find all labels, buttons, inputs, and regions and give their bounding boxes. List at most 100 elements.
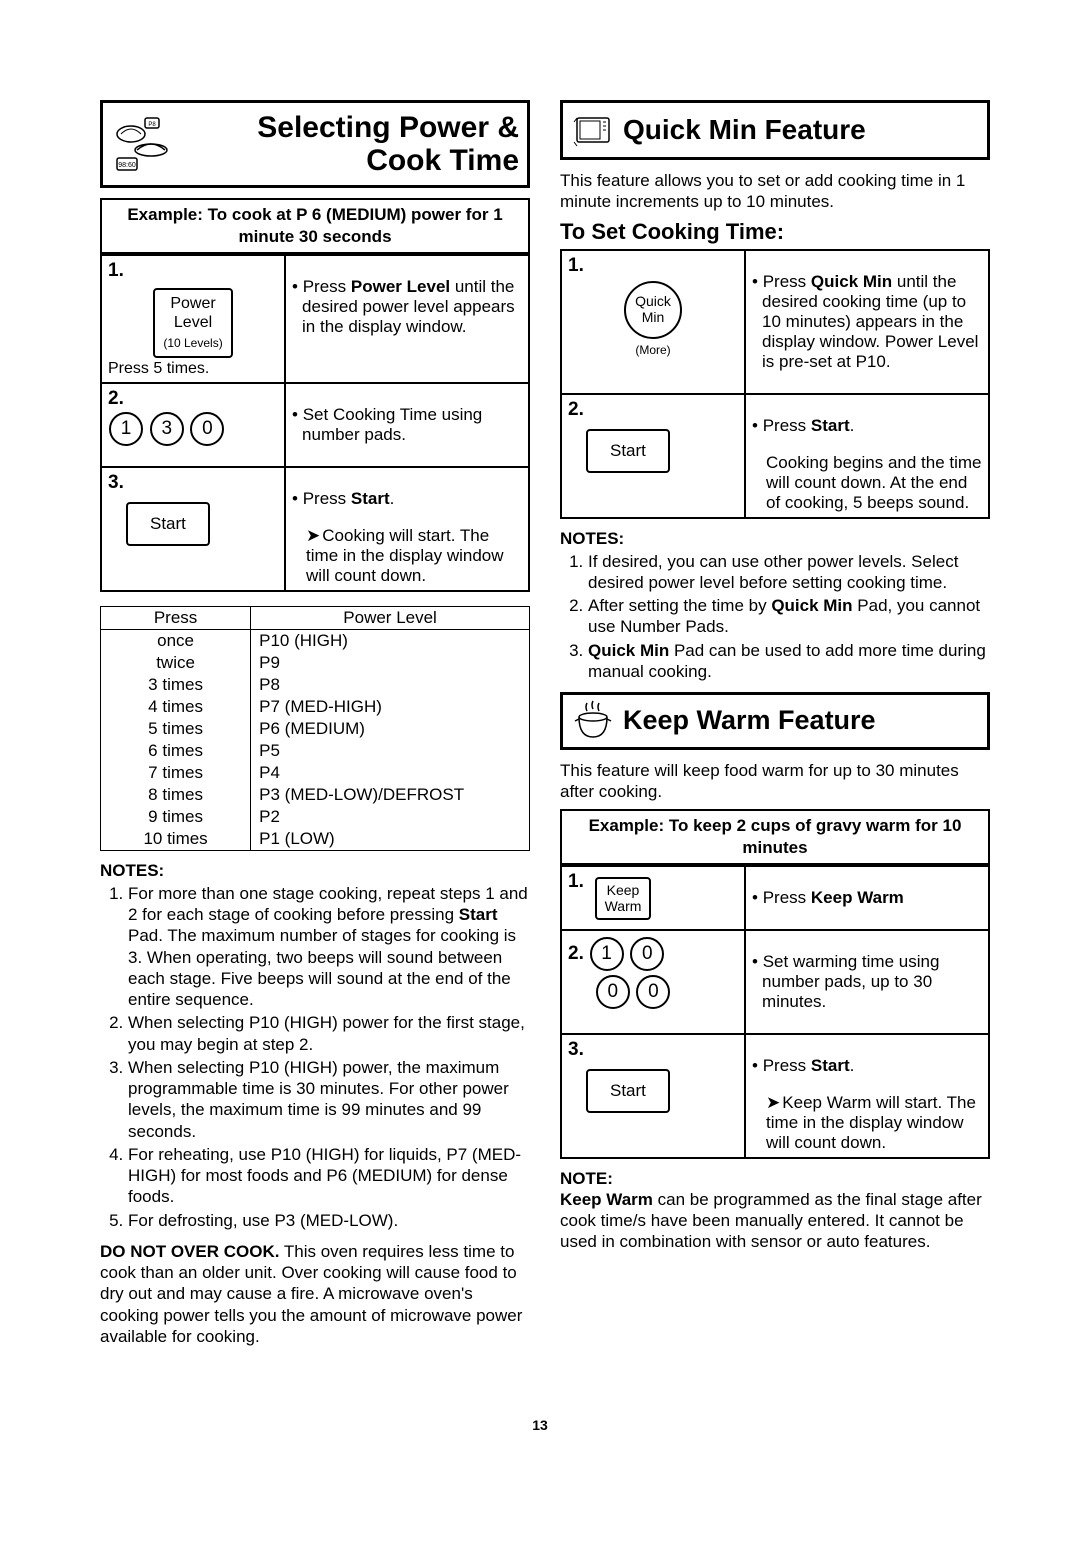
btn-line: (10 Levels) [163, 336, 222, 350]
start-button: Start [126, 502, 210, 546]
table-cell: 10 times [101, 828, 251, 851]
svg-text:98:60: 98:60 [118, 162, 136, 169]
note-heading: NOTE: [560, 1169, 990, 1189]
instr-text: Press [303, 489, 351, 508]
instr-text: Press [763, 888, 811, 907]
notes-heading: NOTES: [100, 861, 530, 881]
btn-line: Min [642, 310, 665, 325]
list-item: After setting the time by Quick Min Pad,… [588, 595, 990, 638]
instr-text: Press [303, 277, 351, 296]
table-cell: P2 [251, 806, 530, 828]
btn-line: Warm [605, 898, 642, 914]
table-header: Press [101, 606, 251, 629]
list-item: If desired, you can use other power leve… [588, 551, 990, 594]
table-cell: P9 [251, 652, 530, 674]
table-cell: 7 times [101, 762, 251, 784]
table-header: Power Level [251, 606, 530, 629]
warm-intro: This feature will keep food warm for up … [560, 760, 990, 803]
quick-intro: This feature allows you to set or add co… [560, 170, 990, 213]
note-bold: Keep Warm [560, 1190, 653, 1209]
btn-line: Keep [607, 882, 640, 898]
btn-line: Level [174, 314, 212, 331]
step-number: 2. [568, 399, 584, 420]
table-cell: 6 times [101, 740, 251, 762]
step-number: 1. [568, 871, 584, 892]
right-column: Quick Min Feature This feature allows yo… [560, 100, 990, 1347]
list-item: When selecting P10 (HIGH) power, the max… [128, 1057, 530, 1142]
warning-bold: DO NOT OVER COOK. [100, 1242, 279, 1261]
page-number: 13 [0, 1417, 1080, 1433]
number-pad: 0 [636, 975, 670, 1009]
quick-min-button: Quick Min [624, 281, 682, 339]
notes-list: For more than one stage cooking, repeat … [100, 883, 530, 1231]
instr-bold: Power Level [351, 277, 450, 296]
list-item: For more than one stage cooking, repeat … [128, 883, 530, 1011]
power-level-table: Press Power Level onceP10 (HIGH) twiceP9… [100, 606, 530, 851]
table-cell: twice [101, 652, 251, 674]
start-button: Start [586, 429, 670, 473]
left-column: P8 98:60 Selecting Power & Cook Time Exa… [100, 100, 530, 1347]
press-count: Press 5 times. [108, 360, 278, 378]
notes-heading: NOTES: [560, 529, 990, 549]
btn-line: Quick [635, 294, 671, 309]
table-cell: P5 [251, 740, 530, 762]
instr-text: . [390, 489, 395, 508]
number-pad: 0 [596, 975, 630, 1009]
example-text: Example: To keep 2 cups of gravy warm fo… [560, 809, 990, 865]
start-button: Start [586, 1069, 670, 1113]
table-cell: once [101, 629, 251, 652]
list-item: For defrosting, use P3 (MED-LOW). [128, 1210, 530, 1231]
quick-min-header: Quick Min Feature [560, 100, 990, 160]
btn-sub: (More) [568, 343, 738, 357]
arrow-text: Keep Warm will start. The time in the di… [766, 1093, 976, 1152]
instr-bold: Start [811, 1056, 850, 1075]
table-cell: 9 times [101, 806, 251, 828]
table-cell: P1 (LOW) [251, 828, 530, 851]
instr-text: Press [763, 1056, 811, 1075]
table-cell: P3 (MED-LOW)/DEFROST [251, 784, 530, 806]
table-cell: P4 [251, 762, 530, 784]
table-cell: 8 times [101, 784, 251, 806]
table-cell: P6 (MEDIUM) [251, 718, 530, 740]
instr-text: Press [763, 272, 811, 291]
section-title: Keep Warm Feature [623, 706, 979, 736]
instr-bold: Start [811, 416, 850, 435]
table-cell: 4 times [101, 696, 251, 718]
table-cell: P7 (MED-HIGH) [251, 696, 530, 718]
instr-text: . [850, 416, 855, 435]
number-pad: 3 [150, 412, 184, 446]
warm-steps-table: 1. Keep Warm Press Keep Warm 2. 1 0 [560, 865, 990, 1159]
instr-bold: Keep Warm [811, 888, 904, 907]
keep-warm-button: Keep Warm [595, 877, 652, 921]
step-number: 2. [108, 388, 124, 409]
step-number: 2. [568, 943, 584, 964]
instr-text: Set Cooking Time using number pads. [292, 405, 522, 445]
step-number: 1. [108, 260, 124, 281]
instr-text: Press [763, 416, 811, 435]
microwave-food-icon: P8 98:60 [111, 114, 171, 174]
table-cell: 3 times [101, 674, 251, 696]
microwave-icon [571, 108, 615, 152]
note-paragraph: Keep Warm can be programmed as the final… [560, 1189, 990, 1253]
warning-paragraph: DO NOT OVER COOK. This oven requires les… [100, 1241, 530, 1347]
arrow-icon [306, 526, 322, 545]
table-cell: 5 times [101, 718, 251, 740]
section-title: Selecting Power & Cook Time [179, 111, 519, 177]
arrow-icon [766, 1093, 782, 1112]
instr-text: Set warming time using number pads, up t… [752, 952, 982, 1012]
list-item: For reheating, use P10 (HIGH) for liquid… [128, 1144, 530, 1208]
number-pad: 0 [190, 412, 224, 446]
table-cell: P8 [251, 674, 530, 696]
power-steps-table: 1. Power Level (10 Levels) Press 5 times… [100, 254, 530, 592]
power-level-button: Power Level (10 Levels) [153, 288, 232, 358]
table-cell: P10 (HIGH) [251, 629, 530, 652]
pot-steam-icon [571, 699, 615, 743]
step-number: 1. [568, 255, 584, 276]
instr-bold: Quick Min [811, 272, 892, 291]
keep-warm-header: Keep Warm Feature [560, 692, 990, 750]
selecting-power-header: P8 98:60 Selecting Power & Cook Time [100, 100, 530, 188]
step-number: 3. [108, 472, 124, 493]
instr-text: . [850, 1056, 855, 1075]
number-pad: 0 [630, 937, 664, 971]
list-item: Quick Min Pad can be used to add more ti… [588, 640, 990, 683]
